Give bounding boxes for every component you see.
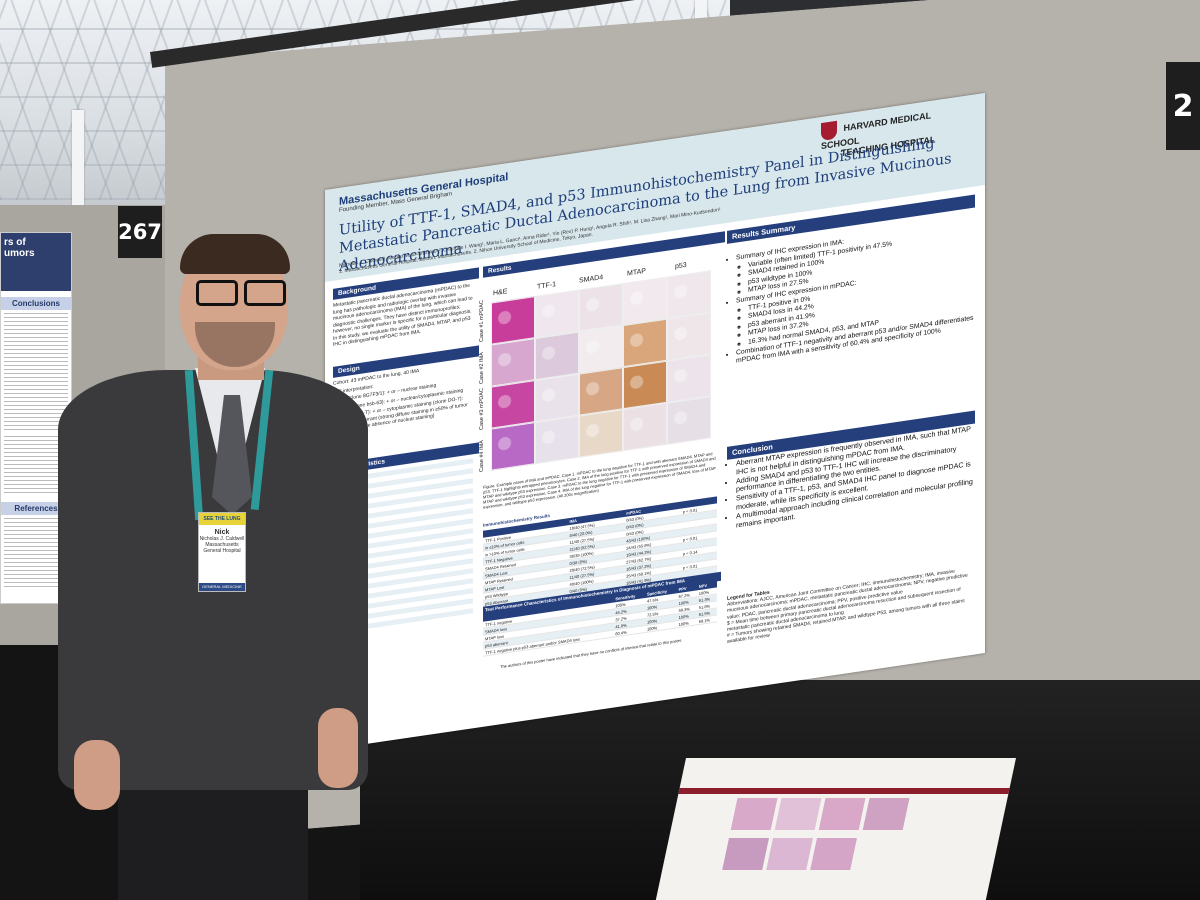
badge-event: SEE THE LUNG <box>199 513 245 525</box>
booth-number-left: 267 <box>118 206 162 258</box>
left-poster-text <box>4 436 68 496</box>
left-poster-text <box>4 313 68 433</box>
presenter-hair <box>180 234 290 274</box>
ceiling-pillar <box>72 110 84 210</box>
name-badge: SEE THE LUNG Nick Nicholas J. Caldwell M… <box>198 512 246 592</box>
presenter-hand-right <box>318 708 358 788</box>
booth-number-right: 2 <box>1166 62 1200 150</box>
presenter-hand-left <box>74 740 120 810</box>
glasses-icon <box>196 280 286 306</box>
badge-ribbon: GENERAL MEDICINE <box>199 583 245 591</box>
left-poster-title-2: umors <box>4 248 35 259</box>
left-poster-conclusions: Conclusions <box>1 297 71 310</box>
left-poster-header: rs of umors <box>1 233 71 291</box>
left-poster-references: References <box>1 502 71 515</box>
left-poster-title-1: rs of <box>4 237 26 248</box>
badge-org: Massachusetts General Hospital <box>203 542 241 554</box>
left-poster-text <box>4 518 68 588</box>
badge-name: Nick <box>214 529 230 536</box>
badge-full-name: Nicholas J. Caldwell <box>199 536 245 542</box>
